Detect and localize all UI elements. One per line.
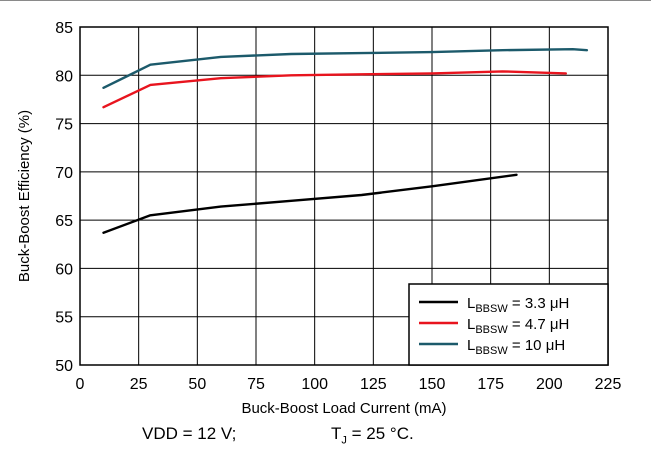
x-tick-label: 0	[76, 376, 85, 393]
legend-label-rest: = 3.3 μH	[508, 295, 570, 312]
x-tick-label: 225	[595, 376, 622, 393]
test-conditions: VDD = 12 V; TJ = 25 °C.	[0, 424, 651, 450]
legend-label: LBBSW = 3.3 μH	[467, 295, 569, 315]
legend-label-rest: = 10 μH	[508, 337, 565, 354]
y-tick-label: 70	[55, 165, 73, 182]
x-tick-label: 200	[536, 376, 563, 393]
series-line-2	[102, 70, 567, 109]
legend-label: LBBSW = 10 μH	[467, 337, 565, 357]
tj-main: T	[331, 424, 342, 443]
tj-condition: TJ = 25 °C.	[331, 424, 414, 446]
series-line-3	[102, 48, 589, 90]
legend-box	[408, 283, 609, 366]
y-axis-title: Buck-Boost Efficiency (%)	[16, 110, 33, 282]
legend-label-main: L	[467, 337, 475, 354]
y-tick-labels: 50 55 60 65 70 75 80 85	[55, 20, 73, 375]
x-tick-label: 150	[419, 376, 446, 393]
tj-sub: J	[341, 434, 347, 447]
series-line-1	[102, 173, 518, 234]
legend-label-rest: = 4.7 μH	[508, 316, 570, 333]
y-tick-label: 60	[55, 261, 73, 278]
y-tick-label: 85	[55, 20, 73, 37]
efficiency-chart: 0 25 50 75 100 125 150 175 200 225 50 55 60 65 70 75 80…	[16, 20, 622, 417]
x-tick-label: 125	[360, 376, 387, 393]
legend-label-main: L	[467, 295, 475, 312]
x-tick-labels: 0 25 50 75 100 125 150 175 200 225	[76, 376, 622, 393]
top-divider	[0, 0, 651, 1]
y-tick-label: 65	[55, 213, 73, 230]
legend-label-sub: BBSW	[475, 324, 508, 336]
vdd-condition: VDD = 12 V;	[142, 424, 237, 443]
plot-frame	[79, 26, 609, 366]
series-lines	[102, 48, 589, 234]
y-tick-label: 50	[55, 358, 73, 375]
x-tick-label: 175	[477, 376, 504, 393]
x-axis-title: Buck-Boost Load Current (mA)	[241, 400, 446, 417]
x-tick-label: 75	[247, 376, 265, 393]
y-tick-label: 75	[55, 117, 73, 134]
x-tick-label: 50	[188, 376, 206, 393]
legend-label-sub: BBSW	[475, 303, 508, 315]
y-tick-label: 55	[55, 310, 73, 327]
x-tick-label: 100	[301, 376, 328, 393]
legend-label: LBBSW = 4.7 μH	[467, 316, 569, 336]
y-tick-label: 80	[55, 68, 73, 85]
tj-rest: = 25 °C.	[346, 424, 414, 443]
legend-label-main: L	[467, 316, 475, 333]
x-tick-label: 25	[130, 376, 148, 393]
legend-label-sub: BBSW	[475, 345, 508, 357]
